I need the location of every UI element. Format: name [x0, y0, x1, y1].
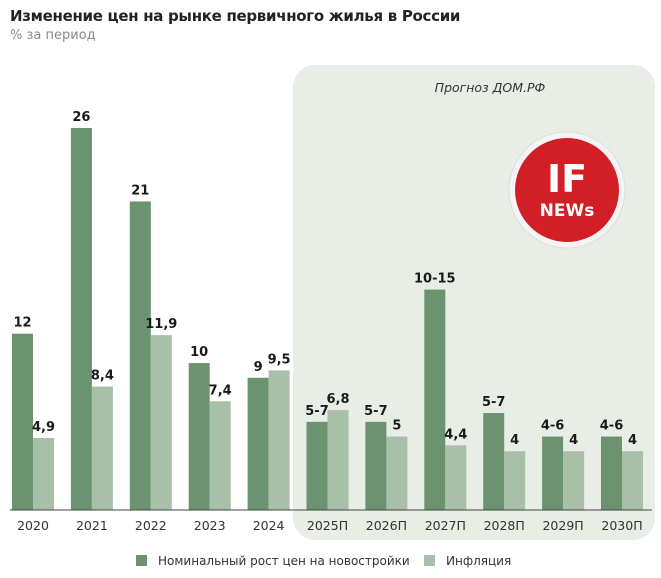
- data-label: 4-6: [541, 419, 565, 434]
- bar-inflation: [386, 436, 408, 510]
- x-tick-label: 2029П: [542, 518, 583, 533]
- bar-nominal: [601, 436, 622, 510]
- legend-swatch-nominal: [136, 555, 147, 566]
- x-tick-label: 2020: [17, 518, 49, 533]
- data-label: 4: [569, 433, 578, 448]
- data-label: 4: [510, 433, 519, 448]
- data-label: 12: [13, 316, 31, 331]
- bar-inflation: [622, 451, 643, 510]
- data-label: 21: [131, 183, 149, 198]
- chart-title: Изменение цен на рынке первичного жилья …: [10, 7, 461, 25]
- bar-nominal: [424, 289, 446, 510]
- x-tick-label: 2030П: [601, 518, 642, 533]
- x-tick-label: 2022: [135, 518, 167, 533]
- svg-text:NEWs: NEWs: [540, 201, 595, 221]
- bar-nominal: [129, 201, 151, 510]
- bar-inflation: [268, 370, 290, 510]
- data-label: 5-7: [364, 404, 388, 419]
- x-tick-label: 2021: [76, 518, 108, 533]
- bar-inflation: [563, 451, 585, 510]
- data-label: 5-7: [482, 395, 506, 410]
- bar-inflation: [33, 438, 54, 510]
- legend-label-nominal: Номинальный рост цен на новостройки: [158, 554, 410, 568]
- data-label: 10-15: [414, 272, 456, 287]
- x-tick-label: 2028П: [484, 518, 525, 533]
- legend-swatch-inflation: [424, 555, 435, 566]
- logo: IF NEWs: [508, 131, 626, 249]
- data-label: 26: [72, 110, 90, 125]
- legend-label-inflation: Инфляция: [446, 554, 511, 568]
- x-tick-label: 2026П: [366, 518, 407, 533]
- data-label: 7,4: [209, 383, 232, 398]
- data-label: 4,9: [32, 420, 55, 435]
- data-label: 5: [392, 419, 401, 434]
- bar-inflation: [504, 451, 526, 510]
- data-label: 5-7: [305, 404, 329, 419]
- data-label: 4: [628, 433, 637, 448]
- bar-nominal: [188, 363, 210, 510]
- data-label: 9: [254, 360, 263, 375]
- bar-nominal: [365, 421, 387, 510]
- bar-nominal: [306, 421, 328, 510]
- bar-inflation: [327, 410, 349, 510]
- bar-nominal: [12, 333, 33, 510]
- forecast-note: Прогноз ДОМ.РФ: [435, 80, 546, 95]
- bar-inflation: [445, 445, 467, 510]
- data-label: 11,9: [145, 317, 177, 332]
- bar-inflation: [91, 386, 113, 510]
- bar-inflation: [209, 401, 231, 510]
- bar-nominal: [70, 128, 92, 510]
- svg-text:IF: IF: [547, 157, 587, 201]
- data-label: 8,4: [91, 369, 114, 384]
- data-label: 9,5: [268, 352, 291, 367]
- bar-nominal: [247, 377, 269, 510]
- data-label: 4-6: [600, 419, 624, 434]
- data-label: 10: [190, 345, 208, 360]
- data-label: 4,4: [444, 427, 467, 442]
- x-tick-label: 2027П: [425, 518, 466, 533]
- data-label: 6,8: [326, 392, 349, 407]
- bar-inflation: [150, 335, 172, 510]
- bar-nominal: [483, 413, 505, 510]
- x-tick-label: 2025П: [307, 518, 348, 533]
- chart-subtitle: % за период: [10, 28, 96, 43]
- x-tick-label: 2023: [194, 518, 226, 533]
- bar-nominal: [542, 436, 564, 510]
- x-tick-label: 2024: [253, 518, 285, 533]
